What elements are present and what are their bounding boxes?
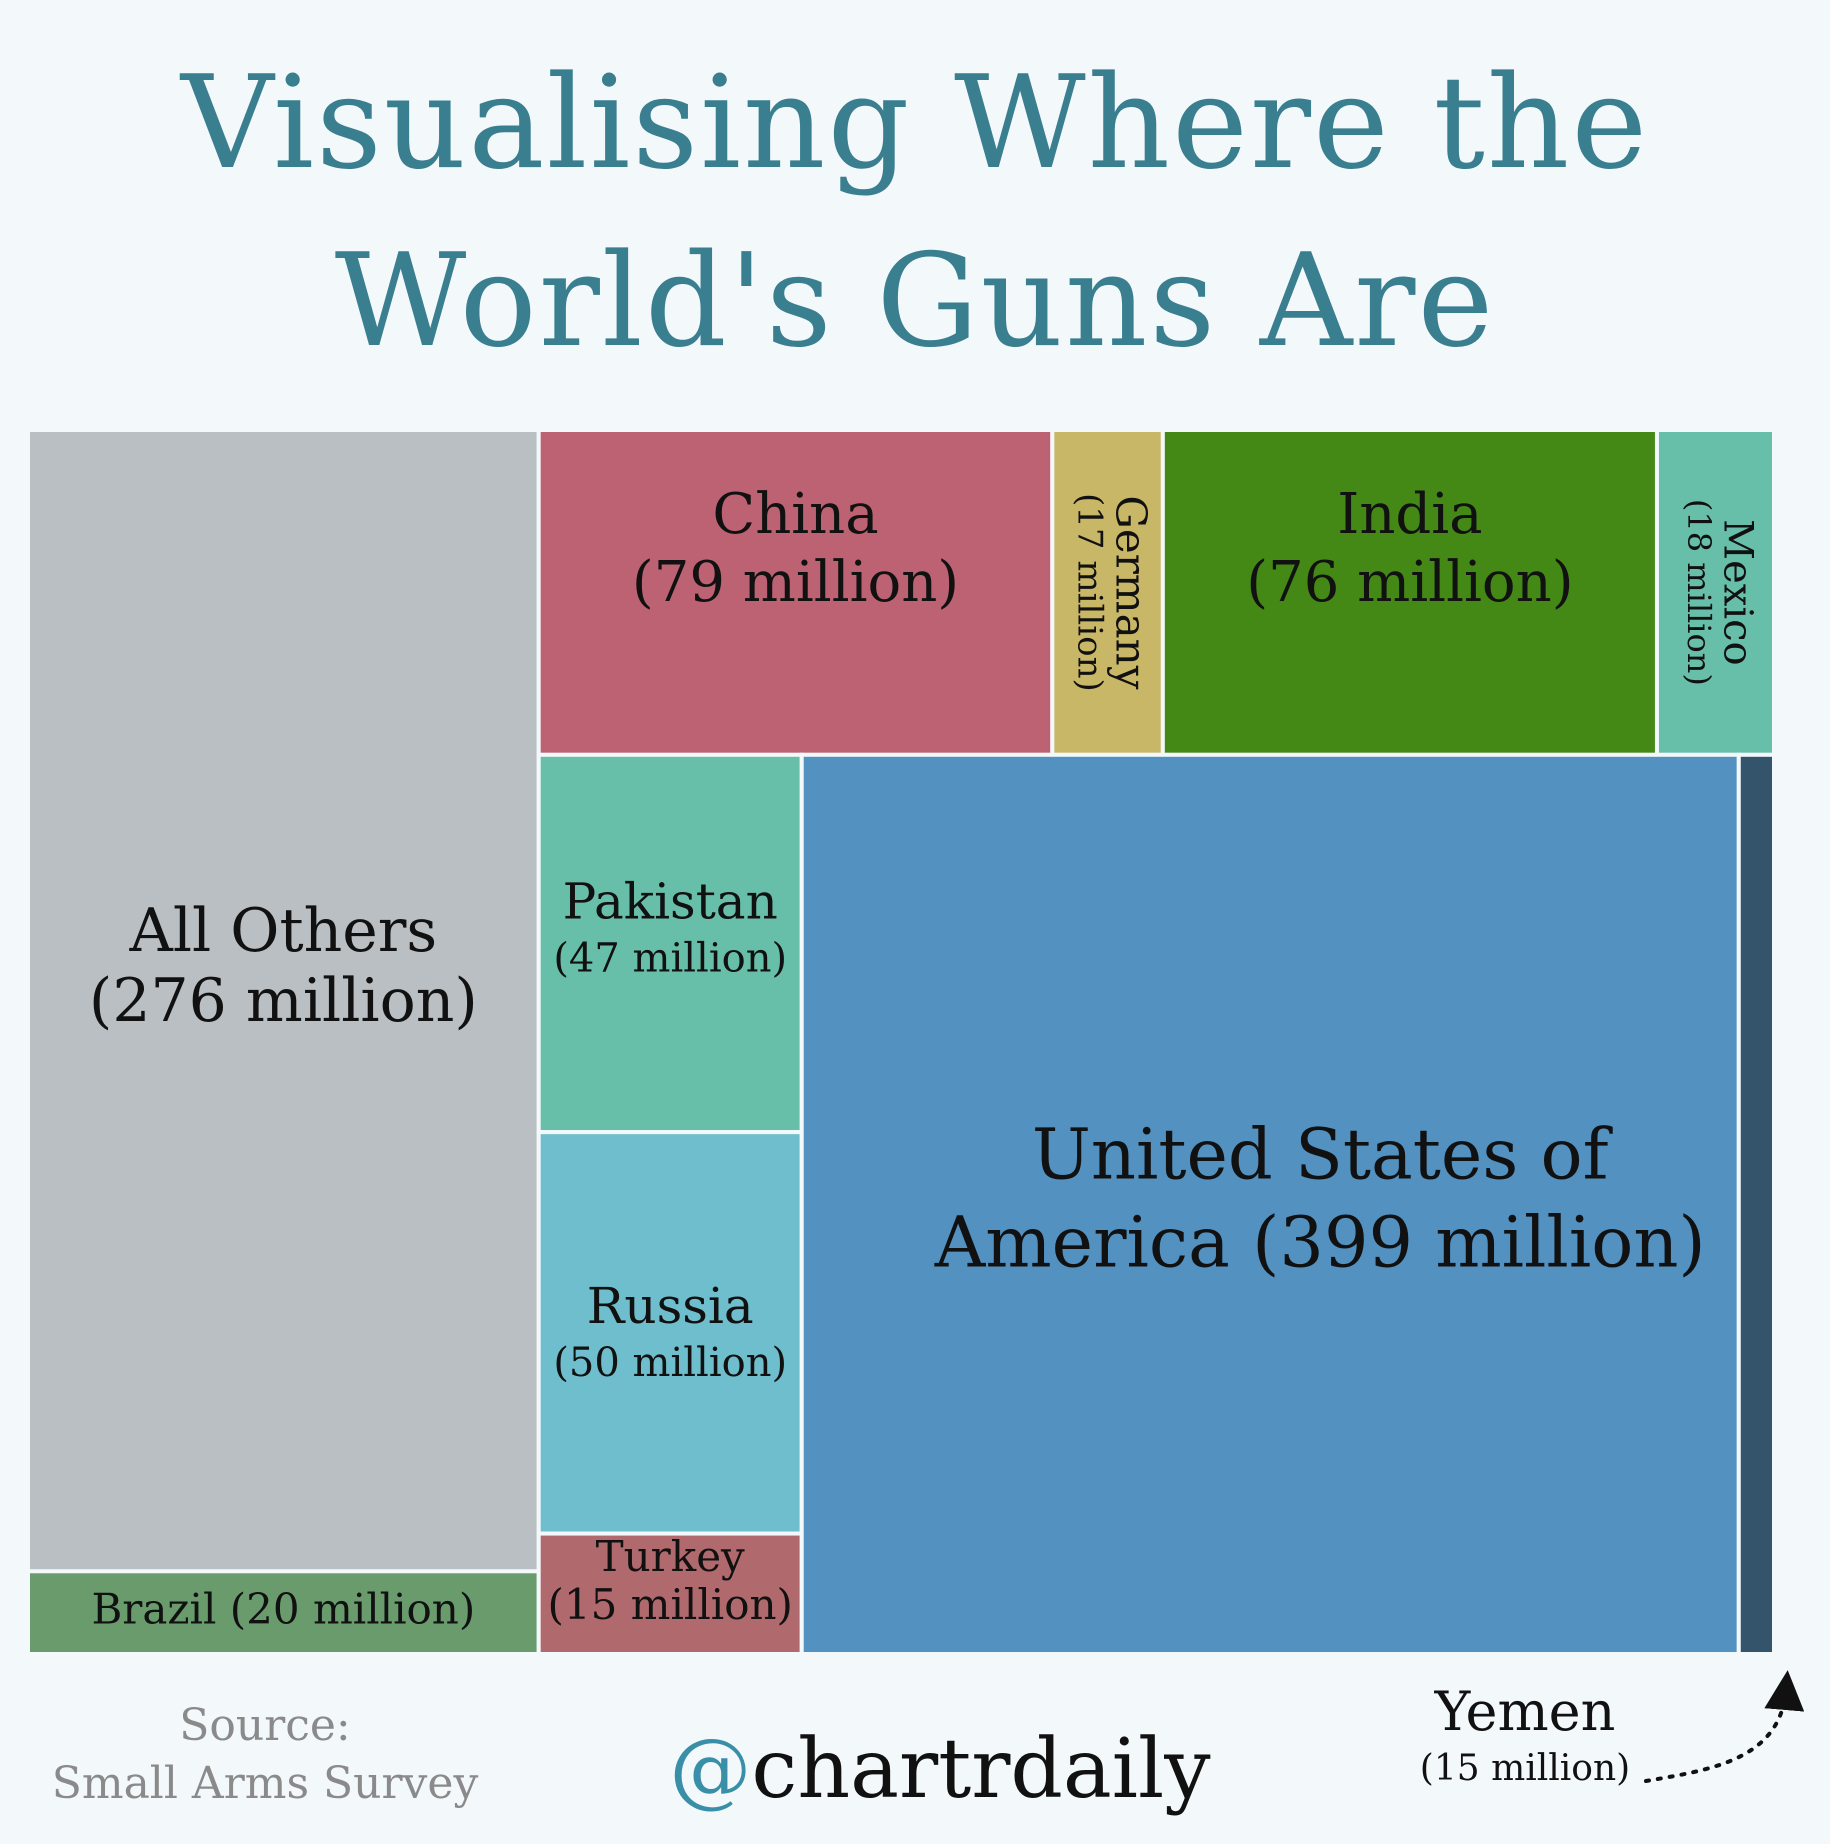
label-yemen-value: (15 million): [1419, 1748, 1631, 1789]
label-yemen-name: Yemen: [1434, 1680, 1616, 1743]
label-russia-name: Russia: [587, 1277, 754, 1335]
source-label: Source:: [179, 1700, 351, 1751]
label-china-name: China: [712, 482, 878, 547]
tile-india: [1160, 428, 1659, 757]
label-mexico-name: Mexico: [1714, 519, 1760, 665]
yemen-pointer-arrow: [1644, 1670, 1805, 1783]
label-brazil-name: Brazil (20 million): [91, 1585, 475, 1634]
tile-all-others: [26, 428, 541, 1574]
handle-at-sign: @: [669, 1722, 752, 1817]
tile-pakistan: [536, 752, 804, 1135]
label-pakistan-value: (47 million): [553, 935, 787, 981]
label-india-name: India: [1337, 482, 1482, 547]
label-united-states-of-america-value: America (399 million): [934, 1201, 1706, 1283]
label-all-others-value: (276 million): [89, 966, 478, 1036]
label-china-value: (79 million): [632, 550, 959, 615]
label-all-others-name: All Others: [128, 896, 437, 966]
label-turkey-value: (15 million): [547, 1580, 792, 1629]
tile-turkey: [536, 1531, 804, 1656]
source-name: Small Arms Survey: [51, 1758, 479, 1809]
chart-title-line-2: World's Guns Are: [334, 227, 1496, 376]
tile-yemen: [1736, 752, 1776, 1656]
label-germany-name: Germany: [1107, 495, 1156, 689]
tile-china: [536, 428, 1055, 757]
label-mexico-value: (18 million): [1680, 499, 1718, 686]
label-turkey-name: Turkey: [596, 1532, 745, 1581]
tile-mexico: [1654, 428, 1777, 757]
label-india-value: (76 million): [1246, 550, 1573, 615]
chart-title-line-1: Visualising Where the: [180, 49, 1650, 198]
tile-russia: [536, 1130, 804, 1536]
handle-name: chartrdaily: [751, 1722, 1211, 1817]
source-note: Source: Small Arms Survey: [30, 1697, 500, 1813]
label-germany-value: (17 million): [1070, 493, 1110, 692]
label-pakistan-name: Pakistan: [563, 872, 778, 930]
label-united-states-of-america-name: United States of: [1032, 1113, 1614, 1195]
tile-united-states-of-america: [799, 752, 1741, 1656]
label-russia-value: (50 million): [553, 1340, 787, 1386]
brand-handle: @chartrdaily: [660, 1722, 1220, 1817]
